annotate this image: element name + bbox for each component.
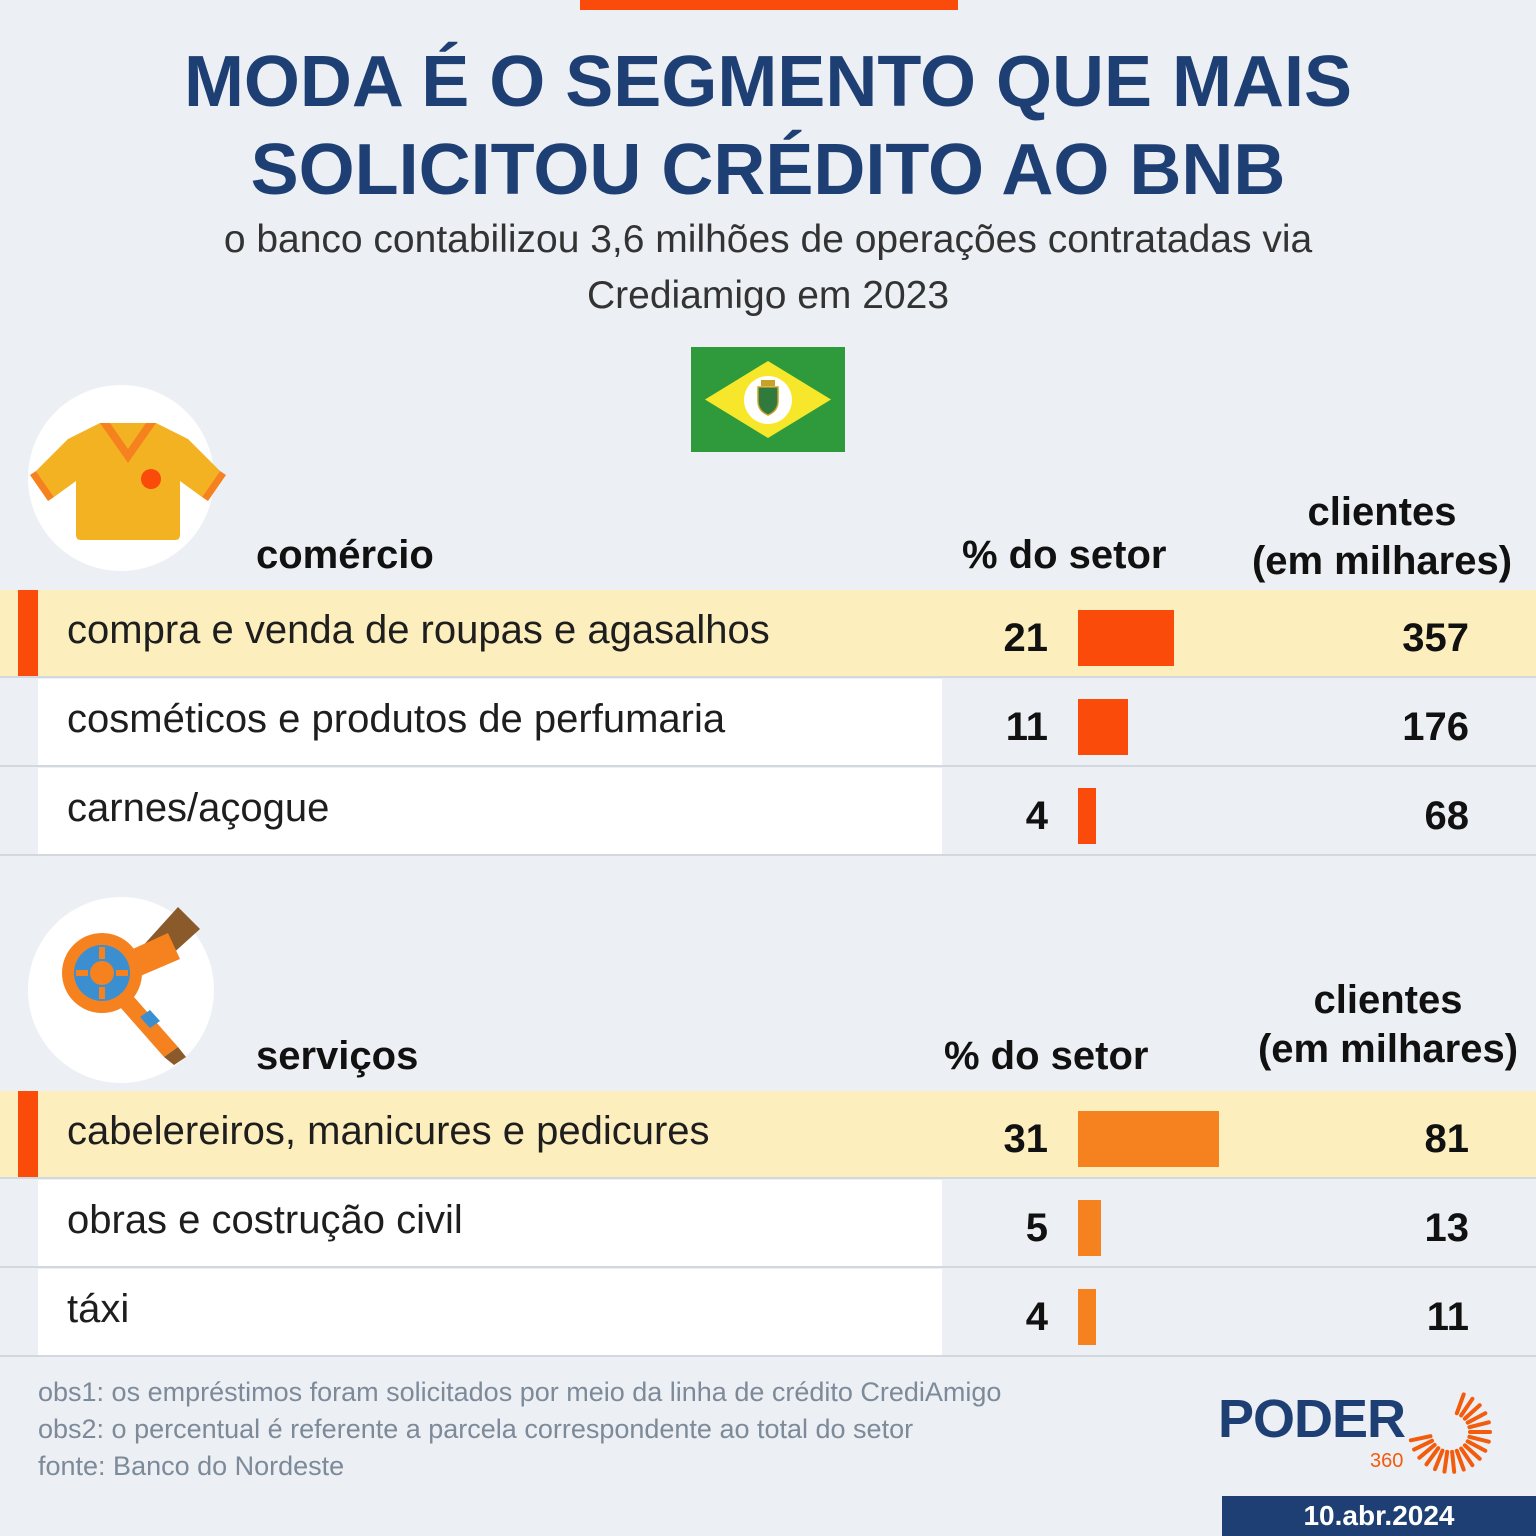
ceara-flag-icon: [691, 347, 845, 452]
sunburst-ray: [1454, 1448, 1466, 1472]
section-title-comercio: comércio: [256, 533, 434, 577]
clients-value: 11: [1426, 1295, 1469, 1339]
pct-header-servicos: % do setor: [944, 1034, 1149, 1078]
sunburst-ray: [1459, 1396, 1475, 1418]
sunburst-ray: [1442, 1449, 1450, 1474]
table-row: táxi 4 11: [0, 1269, 1536, 1357]
title-line-2: SOLICITOU CRÉDITO AO BNB: [250, 130, 1286, 210]
pct-bar: [1078, 788, 1096, 844]
clients-value: 81: [1424, 1117, 1470, 1161]
section-title-servicos: serviços: [256, 1034, 419, 1078]
shirt-icon: [30, 423, 226, 540]
note-source: fonte: Banco do Nordeste: [38, 1451, 345, 1481]
logo-wordmark: PODER: [1218, 1389, 1406, 1449]
highlight-marker: [18, 1091, 38, 1179]
clients-header-line-1: clientes: [1313, 978, 1463, 1022]
table-row: compra e venda de roupas e agasalhos 21 35…: [0, 590, 1536, 678]
table-row: carnes/açogue 4 68: [0, 768, 1536, 856]
row-divider: [0, 1177, 1536, 1179]
title-line-1: MODA É O SEGMENTO QUE MAIS: [183, 42, 1353, 122]
row-background: [0, 590, 1536, 676]
row-label: carnes/açogue: [67, 786, 330, 830]
pct-value: 11: [1005, 705, 1048, 749]
table-row: cabelereiros, manicures e pedicures 31 81: [0, 1091, 1536, 1179]
sunburst-ray: [1412, 1438, 1435, 1452]
footnotes: obs1: os empréstimos foram solicitados p…: [38, 1374, 1088, 1485]
pct-bar: [1078, 1289, 1096, 1345]
pct-bar: [1078, 699, 1128, 755]
pct-value: 21: [1003, 616, 1049, 660]
top-accent-bar: [580, 0, 958, 10]
clients-header-comercio: clientes (em milhares): [1238, 488, 1526, 586]
row-label: táxi: [67, 1287, 130, 1331]
row-divider: [0, 1355, 1536, 1357]
clients-value: 68: [1424, 794, 1470, 838]
pct-header-comercio: % do setor: [962, 533, 1167, 577]
clients-header-line-2: (em milhares): [1257, 1027, 1519, 1071]
clients-value: 176: [1402, 705, 1469, 749]
sunburst-ray: [1424, 1446, 1441, 1467]
row-label: cabelereiros, manicures e pedicures: [67, 1109, 710, 1153]
note-obs1: obs1: os empréstimos foram solicitados p…: [38, 1377, 1002, 1407]
pct-value: 4: [1025, 1295, 1048, 1339]
row-background: [38, 1269, 942, 1355]
pct-value: 31: [1003, 1117, 1049, 1161]
clients-header-line-2: (em milhares): [1251, 539, 1513, 583]
row-background: [0, 1091, 1536, 1177]
page-subtitle: o banco contabilizou 3,6 milhões de oper…: [0, 212, 1536, 324]
poder360-logo: PODER 360: [1218, 1388, 1508, 1488]
shirt-icon-circle: [28, 385, 226, 571]
table-row: cosméticos e produtos de perfumaria 11 176: [0, 679, 1536, 767]
sunburst-ray: [1467, 1434, 1491, 1444]
highlight-marker: [18, 590, 38, 678]
sunburst-ray: [1465, 1439, 1488, 1453]
sunburst-ray: [1417, 1442, 1437, 1460]
sunburst-ray: [1408, 1434, 1433, 1443]
pct-value: 4: [1025, 794, 1048, 838]
row-background: [38, 679, 942, 765]
sunburst-ray: [1450, 1449, 1457, 1474]
clients-value: 13: [1424, 1206, 1470, 1250]
pct-bar: [1078, 1200, 1101, 1256]
row-background: [38, 1180, 942, 1266]
sunburst-ray: [1465, 1411, 1488, 1425]
clients-header-line-1: clientes: [1307, 490, 1457, 534]
sunburst-ray: [1467, 1420, 1491, 1430]
row-divider: [0, 765, 1536, 767]
row-divider: [0, 854, 1536, 856]
table-row: obras e costrução civil 5 13: [0, 1180, 1536, 1268]
row-background: [38, 768, 942, 854]
logo-number: 360: [1370, 1450, 1404, 1472]
row-divider: [0, 676, 1536, 678]
subtitle-line-1: o banco contabilizou 3,6 milhões de oper…: [223, 218, 1313, 261]
publication-date: 10.abr.2024: [1222, 1496, 1536, 1536]
note-obs2: obs2: o percentual é referente a parcela…: [38, 1414, 914, 1444]
row-label: obras e costrução civil: [67, 1198, 463, 1242]
hair-dryer-icon-circle: [28, 897, 214, 1083]
sunburst-ray: [1454, 1392, 1466, 1416]
page-title: MODA É O SEGMENTO QUE MAIS SOLICITOU CRÉ…: [0, 38, 1536, 214]
clients-header-servicos: clientes (em milhares): [1244, 976, 1532, 1074]
pct-bar: [1078, 610, 1174, 666]
clients-value: 357: [1402, 616, 1469, 660]
hair-dryer-icon: [62, 907, 200, 1065]
row-divider: [0, 1266, 1536, 1268]
subtitle-line-2: Crediamigo em 2023: [586, 274, 950, 317]
sunburst-ray: [1462, 1443, 1482, 1461]
row-label: cosméticos e produtos de perfumaria: [67, 697, 726, 741]
sunburst-ray: [1433, 1448, 1445, 1472]
pct-value: 5: [1025, 1206, 1048, 1250]
sunburst-icon: [1408, 1392, 1492, 1474]
row-label: compra e venda de roupas e agasalhos: [67, 608, 770, 652]
pct-bar: [1078, 1111, 1219, 1167]
sunburst-ray: [1462, 1403, 1482, 1421]
sunburst-ray: [1459, 1446, 1475, 1468]
